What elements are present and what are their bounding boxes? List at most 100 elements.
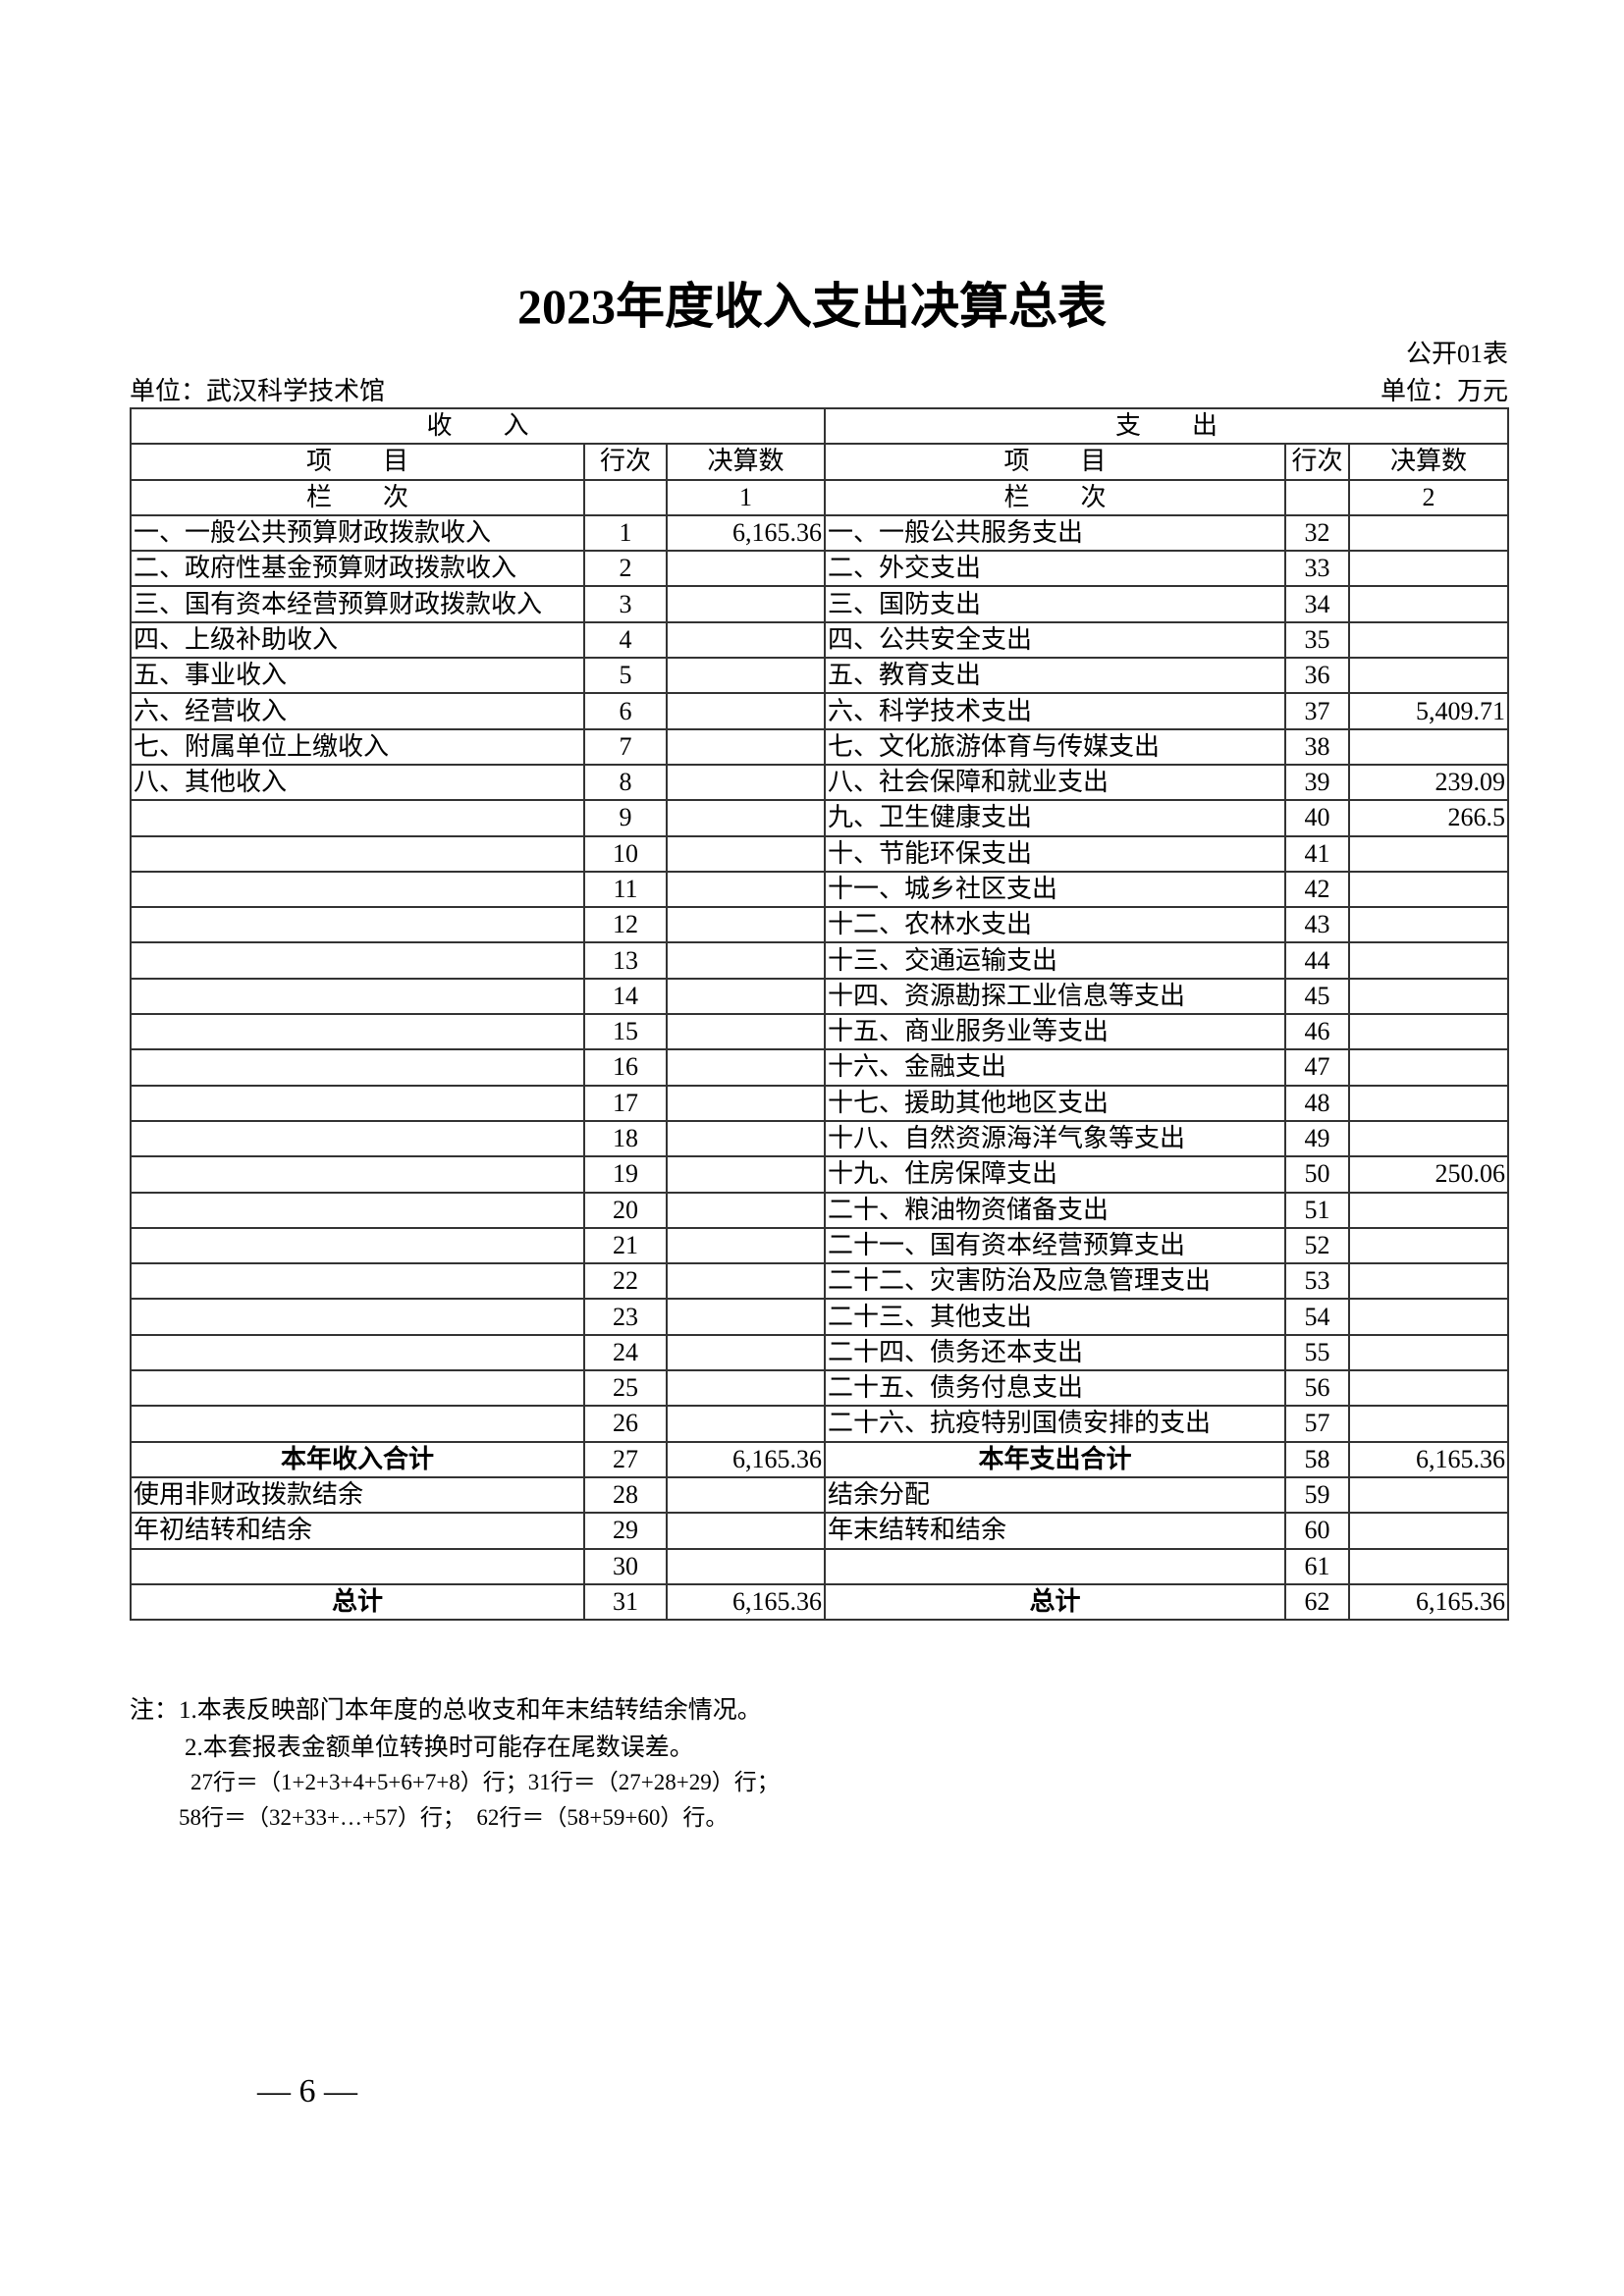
income-amount — [666, 1084, 826, 1122]
income-line-no: 2 — [583, 550, 668, 588]
expense-item: 结余分配 — [824, 1475, 1286, 1515]
expense-item: 年末结转和结余 — [824, 1512, 1286, 1550]
table-row: 12 十二、农林水支出 43 — [130, 906, 1509, 944]
income-amount — [666, 977, 826, 1016]
table-row: 总计 31 6,165.36 总计 62 6,165.36 — [130, 1582, 1509, 1622]
money-unit: 单位：万元 — [1380, 377, 1508, 405]
expense-item: 十四、资源勘探工业信息等支出 — [824, 977, 1286, 1016]
income-amount — [666, 1298, 826, 1336]
expense-line-no: 47 — [1284, 1048, 1350, 1087]
income-amount — [666, 692, 826, 730]
expense-line-no: 32 — [1284, 513, 1350, 553]
expense-amount — [1348, 977, 1509, 1016]
table-row: 一、一般公共预算财政拨款收入 1 6,165.36 一、一般公共服务支出 32 — [130, 513, 1509, 553]
income-amount — [666, 1475, 826, 1515]
income-amount — [666, 1333, 826, 1372]
expense-amount — [1348, 1013, 1509, 1051]
income-item: 五、事业收入 — [130, 657, 585, 695]
note-2: 2.本套报表金额单位转换时可能存在尾数误差。 — [185, 1735, 694, 1761]
income-amount — [666, 1155, 826, 1194]
income-item — [130, 834, 585, 873]
income-line-no: 15 — [583, 1013, 668, 1051]
table-row: 14 十四、资源勘探工业信息等支出 45 — [130, 977, 1509, 1016]
income-item — [130, 1262, 585, 1301]
expense-item: 二十三、其他支出 — [824, 1298, 1286, 1336]
note-1: 注：1.本表反映部门本年度的总收支和年末结转结余情况。 — [130, 1697, 762, 1724]
income-line-no: 31 — [583, 1582, 668, 1622]
expense-amount — [1348, 727, 1509, 766]
table-row: 15 十五、商业服务业等支出 46 — [130, 1013, 1509, 1051]
expense-line-no: 39 — [1284, 763, 1350, 802]
expense-item: 十三、交通运输支出 — [824, 941, 1286, 980]
income-line-no: 10 — [583, 834, 668, 873]
expense-line-no: 59 — [1284, 1475, 1350, 1515]
expense-amount — [1348, 1226, 1509, 1265]
income-line-no: 5 — [583, 657, 668, 695]
table-row: 21 二十一、国有资本经营预算支出 52 — [130, 1226, 1509, 1265]
income-line-no: 25 — [583, 1369, 668, 1408]
table-row: 25 二十五、债务付息支出 56 — [130, 1369, 1509, 1408]
income-item: 七、附属单位上缴收入 — [130, 727, 585, 766]
table-row: 18 十八、自然资源海洋气象等支出 49 — [130, 1119, 1509, 1158]
expense-item: 十八、自然资源海洋气象等支出 — [824, 1119, 1286, 1158]
expense-item: 二十一、国有资本经营预算支出 — [824, 1226, 1286, 1265]
income-item — [130, 1048, 585, 1087]
income-amount — [666, 870, 826, 909]
table-row: 10 十、节能环保支出 41 — [130, 834, 1509, 873]
expense-amount: 6,165.36 — [1348, 1582, 1509, 1622]
income-item: 总计 — [130, 1582, 585, 1622]
income-item: 四、上级补助收入 — [130, 620, 585, 660]
expense-amount: 250.06 — [1348, 1155, 1509, 1194]
income-line-no: 3 — [583, 585, 668, 623]
income-section-header: 收 入 — [130, 406, 826, 446]
note-formula-2: 58行＝（32+33+…+57）行； 62行＝（58+59+60）行。 — [179, 1805, 729, 1830]
income-line-no: 17 — [583, 1084, 668, 1122]
income-line-no: 29 — [583, 1512, 668, 1550]
income-amount — [666, 834, 826, 873]
income-line-no: 12 — [583, 906, 668, 944]
expense-section-header: 支 出 — [824, 406, 1509, 446]
expense-amount — [1348, 620, 1509, 660]
expense-line-no: 54 — [1284, 1298, 1350, 1336]
expense-line-no: 53 — [1284, 1262, 1350, 1301]
income-line-no: 28 — [583, 1475, 668, 1515]
income-item — [130, 906, 585, 944]
expense-line-no: 44 — [1284, 941, 1350, 980]
expense-item: 四、公共安全支出 — [824, 620, 1286, 660]
empty-cell — [583, 478, 668, 516]
expense-item: 十七、援助其他地区支出 — [824, 1084, 1286, 1122]
income-item — [130, 1333, 585, 1372]
income-amount — [666, 1262, 826, 1301]
expense-amount — [1348, 1048, 1509, 1087]
table-row: 三、国有资本经营预算财政拨款收入 3 三、国防支出 34 — [130, 585, 1509, 623]
income-line-no: 7 — [583, 727, 668, 766]
expense-item: 二十六、抗疫特别国债安排的支出 — [824, 1405, 1286, 1443]
empty-cell — [1284, 478, 1350, 516]
table-row: 八、其他收入 8 八、社会保障和就业支出 39 239.09 — [130, 763, 1509, 802]
income-item — [130, 1226, 585, 1265]
expense-line-no: 42 — [1284, 870, 1350, 909]
income-item: 八、其他收入 — [130, 763, 585, 802]
expense-item: 十九、住房保障支出 — [824, 1155, 1286, 1194]
table-row: 16 十六、金融支出 47 — [130, 1048, 1509, 1087]
income-line-no: 24 — [583, 1333, 668, 1372]
income-item — [130, 1547, 585, 1585]
expense-item: 十一、城乡社区支出 — [824, 870, 1286, 909]
expense-amount — [1348, 870, 1509, 909]
income-amount — [666, 941, 826, 980]
expense-amount — [1348, 1191, 1509, 1229]
expense-item: 二十五、债务付息支出 — [824, 1369, 1286, 1408]
expense-line-no: 50 — [1284, 1155, 1350, 1194]
expense-line-no-header: 行次 — [1284, 443, 1350, 481]
expense-amount — [1348, 941, 1509, 980]
expense-item-header: 项 目 — [824, 443, 1286, 481]
expense-amount: 266.5 — [1348, 799, 1509, 837]
expense-line-no: 49 — [1284, 1119, 1350, 1158]
expense-item: 二十、粮油物资储备支出 — [824, 1191, 1286, 1229]
expense-line-no: 41 — [1284, 834, 1350, 873]
expense-line-no: 34 — [1284, 585, 1350, 623]
expense-item: 五、教育支出 — [824, 657, 1286, 695]
income-amount — [666, 1119, 826, 1158]
income-item — [130, 977, 585, 1016]
income-line-no: 11 — [583, 870, 668, 909]
